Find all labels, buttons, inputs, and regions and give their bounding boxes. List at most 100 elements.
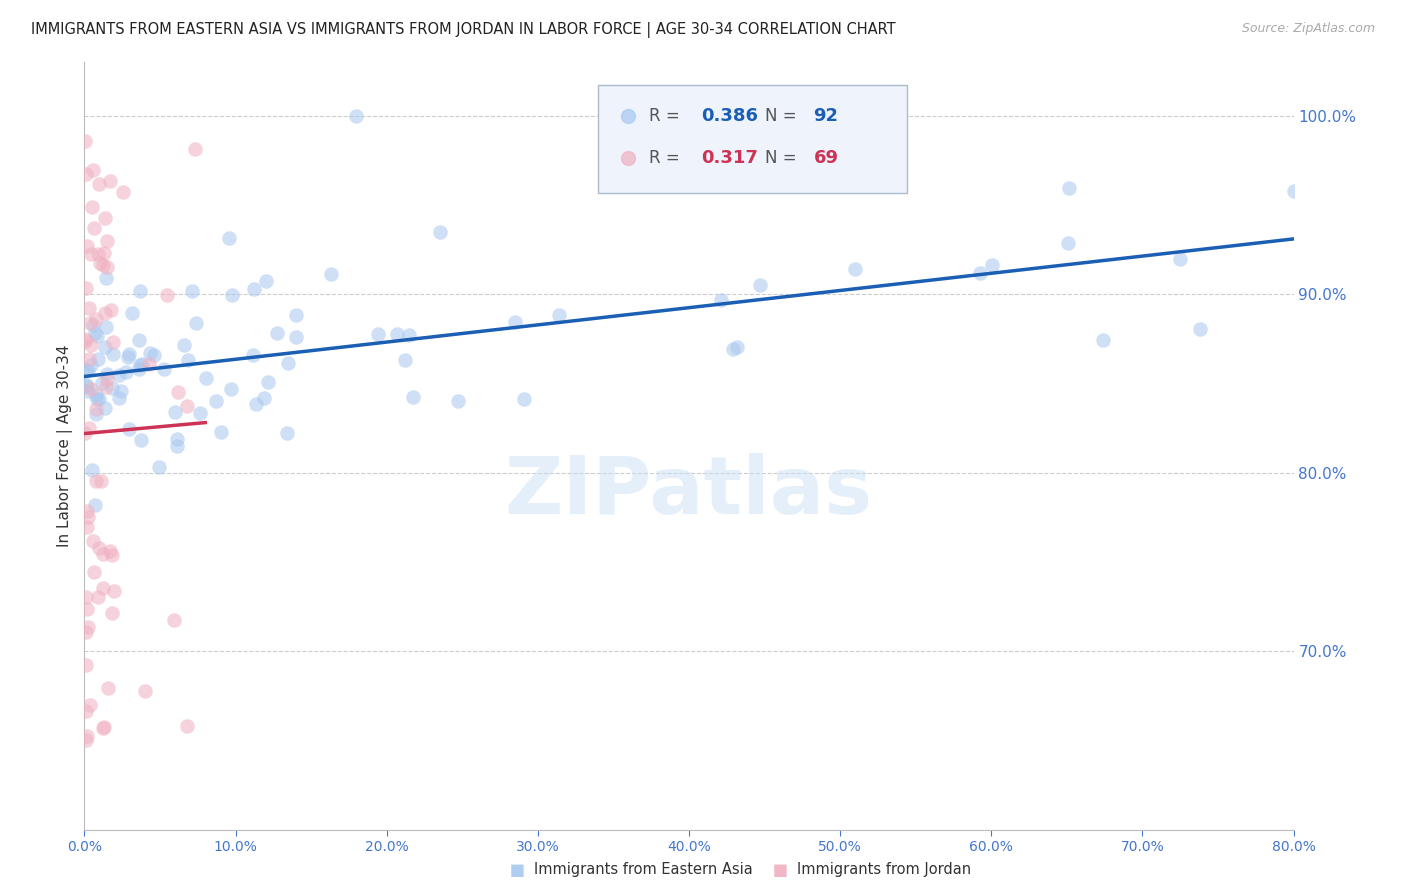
Point: [97, 681, 120, 695]
Point: [242, 348, 264, 362]
Point: [143, 348, 166, 362]
Point: [86, 329, 108, 343]
Text: 92: 92: [814, 107, 838, 125]
Point: [75, 167, 97, 181]
Point: [75, 378, 97, 392]
Point: [79, 301, 101, 315]
Point: [190, 406, 212, 420]
Point: [91, 581, 114, 595]
Point: [80, 247, 103, 261]
Point: [186, 317, 208, 331]
Point: [429, 225, 451, 239]
Point: [75, 733, 97, 747]
Point: [86, 407, 108, 421]
Point: [76, 379, 98, 393]
Text: Immigrants from Jordan: Immigrants from Jordan: [797, 863, 972, 877]
Point: [385, 326, 408, 341]
Point: [83, 326, 105, 340]
Point: [266, 326, 288, 340]
Point: [82, 318, 104, 333]
Point: [194, 371, 217, 385]
Point: [319, 267, 342, 281]
Point: [163, 404, 186, 418]
Text: R =: R =: [650, 149, 685, 168]
Point: [981, 258, 1004, 272]
Point: [131, 358, 153, 372]
Point: [96, 380, 118, 394]
Point: [969, 266, 991, 280]
Point: [76, 729, 98, 743]
Point: [118, 422, 141, 436]
Point: [447, 393, 470, 408]
Point: [83, 498, 105, 512]
Point: [221, 382, 243, 396]
Point: [245, 397, 267, 411]
Point: [204, 394, 226, 409]
Point: [103, 584, 125, 599]
Text: N =: N =: [765, 107, 801, 125]
Point: [98, 543, 121, 558]
Point: [76, 503, 98, 517]
Point: [138, 357, 160, 371]
Point: [87, 392, 110, 406]
Point: [749, 277, 772, 292]
Point: [285, 330, 308, 344]
Point: [77, 351, 100, 366]
Point: [89, 177, 111, 191]
Point: [162, 613, 184, 627]
Point: [503, 315, 526, 329]
Text: Immigrants from Eastern Asia: Immigrants from Eastern Asia: [534, 863, 754, 877]
Point: [94, 211, 117, 225]
Point: [75, 134, 97, 148]
Point: [96, 234, 118, 248]
Point: [83, 220, 105, 235]
Point: [91, 547, 114, 561]
Point: [73, 425, 96, 440]
Point: [547, 308, 569, 322]
Point: [128, 333, 150, 347]
Text: R =: R =: [650, 107, 685, 125]
Point: [118, 347, 141, 361]
Point: [710, 293, 733, 307]
Point: [156, 288, 179, 302]
Point: [114, 365, 136, 379]
Point: [75, 590, 97, 604]
Point: [112, 186, 135, 200]
Point: [76, 620, 98, 634]
Point: [79, 382, 101, 396]
Point: [166, 432, 188, 446]
Point: [80, 338, 103, 352]
Point: [1168, 252, 1191, 266]
Point: [79, 359, 101, 373]
Point: [96, 368, 118, 382]
Point: [82, 533, 104, 548]
Point: [94, 401, 117, 415]
Point: [87, 590, 110, 604]
Point: [209, 425, 232, 439]
Point: [721, 342, 744, 356]
Text: 69: 69: [814, 149, 838, 168]
Point: [176, 399, 198, 413]
Point: [91, 721, 114, 735]
Text: ▪: ▪: [509, 858, 526, 881]
Point: [184, 142, 207, 156]
Point: [276, 425, 298, 440]
Point: [90, 474, 112, 488]
Point: [73, 334, 96, 348]
Point: [181, 284, 204, 298]
Point: [77, 509, 100, 524]
Point: [75, 658, 97, 673]
Point: [367, 326, 389, 341]
Point: [254, 274, 277, 288]
Point: [96, 372, 118, 386]
Point: [83, 566, 105, 580]
Point: [75, 625, 97, 640]
Point: [101, 347, 124, 361]
Point: [76, 601, 98, 615]
Point: [76, 239, 98, 253]
Point: [128, 285, 150, 299]
Point: [101, 335, 124, 350]
Point: [75, 281, 97, 295]
Point: [91, 376, 114, 390]
Point: [129, 433, 152, 447]
